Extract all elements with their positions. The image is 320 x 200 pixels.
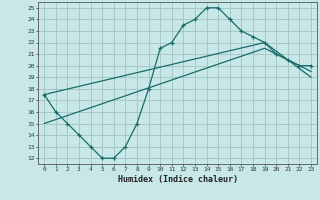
X-axis label: Humidex (Indice chaleur): Humidex (Indice chaleur): [118, 175, 238, 184]
